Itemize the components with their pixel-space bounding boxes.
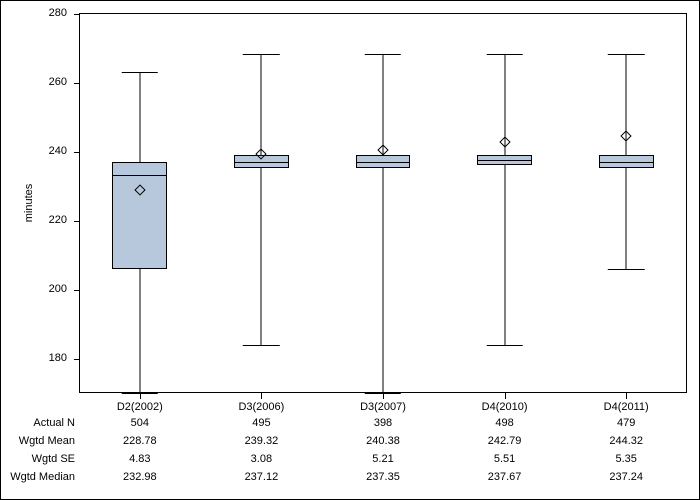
x-category-label: D2(2002) xyxy=(117,401,163,413)
whisker-lower xyxy=(383,168,384,393)
whisker-cap xyxy=(486,345,522,346)
stat-cell: 228.78 xyxy=(123,435,157,447)
median-line xyxy=(356,162,411,163)
y-tick-label: 220 xyxy=(1,214,67,226)
whisker-upper xyxy=(383,54,384,154)
stat-row-label: Actual N xyxy=(1,417,75,429)
x-tick-mark xyxy=(261,393,262,399)
stat-cell: 237.35 xyxy=(366,471,400,483)
x-category-label: D3(2006) xyxy=(238,401,284,413)
stat-cell: 495 xyxy=(252,417,270,429)
y-tick-mark xyxy=(74,152,80,153)
stat-cell: 5.21 xyxy=(372,453,393,465)
whisker-cap xyxy=(122,72,158,73)
stat-cell: 498 xyxy=(495,417,513,429)
stat-cell: 239.32 xyxy=(245,435,279,447)
stat-cell: 240.38 xyxy=(366,435,400,447)
y-tick-label: 260 xyxy=(1,76,67,88)
y-tick-mark xyxy=(74,290,80,291)
x-tick-mark xyxy=(505,393,506,399)
y-tick-mark xyxy=(74,14,80,15)
x-category-label: D4(2011) xyxy=(604,401,649,413)
whisker-lower xyxy=(504,165,505,345)
stat-cell: 398 xyxy=(374,417,392,429)
whisker-lower xyxy=(261,168,262,344)
stat-cell: 237.12 xyxy=(245,471,279,483)
whisker-cap xyxy=(243,54,279,55)
stat-row-label: Wgtd Median xyxy=(1,471,75,483)
whisker-cap xyxy=(486,54,522,55)
whisker-cap xyxy=(243,345,279,346)
whisker-lower xyxy=(626,168,627,268)
stat-cell: 3.08 xyxy=(251,453,272,465)
y-tick-mark xyxy=(74,359,80,360)
stat-row-label: Wgtd Mean xyxy=(1,435,75,447)
stat-cell: 237.67 xyxy=(488,471,522,483)
x-tick-mark xyxy=(383,393,384,399)
x-tick-mark xyxy=(140,393,141,399)
stat-cell: 237.24 xyxy=(609,471,643,483)
whisker-upper xyxy=(261,54,262,154)
whisker-cap xyxy=(365,54,401,55)
y-tick-mark xyxy=(74,221,80,222)
stat-cell: 504 xyxy=(131,417,149,429)
y-tick-label: 200 xyxy=(1,283,67,295)
stat-cell: 479 xyxy=(617,417,635,429)
median-line xyxy=(234,162,289,163)
chart-frame: minutes 180200220240260280D2(2002)D3(200… xyxy=(0,0,700,500)
stat-row-label: Wgtd SE xyxy=(1,453,75,465)
stat-cell: 5.51 xyxy=(494,453,515,465)
y-tick-mark xyxy=(74,83,80,84)
stat-cell: 244.32 xyxy=(609,435,643,447)
whisker-cap xyxy=(608,269,644,270)
y-tick-label: 180 xyxy=(1,352,67,364)
median-line xyxy=(599,162,654,163)
box xyxy=(112,162,167,269)
whisker-cap xyxy=(608,54,644,55)
median-line xyxy=(112,175,167,176)
y-tick-label: 280 xyxy=(1,7,67,19)
x-category-label: D3(2007) xyxy=(360,401,406,413)
x-category-label: D4(2010) xyxy=(482,401,528,413)
stat-cell: 4.83 xyxy=(129,453,150,465)
whisker-upper xyxy=(139,72,140,162)
whisker-lower xyxy=(139,269,140,393)
stat-cell: 5.35 xyxy=(615,453,636,465)
stat-cell: 232.98 xyxy=(123,471,157,483)
median-line xyxy=(477,160,532,161)
y-tick-label: 240 xyxy=(1,145,67,157)
stat-cell: 242.79 xyxy=(488,435,522,447)
x-tick-mark xyxy=(626,393,627,399)
